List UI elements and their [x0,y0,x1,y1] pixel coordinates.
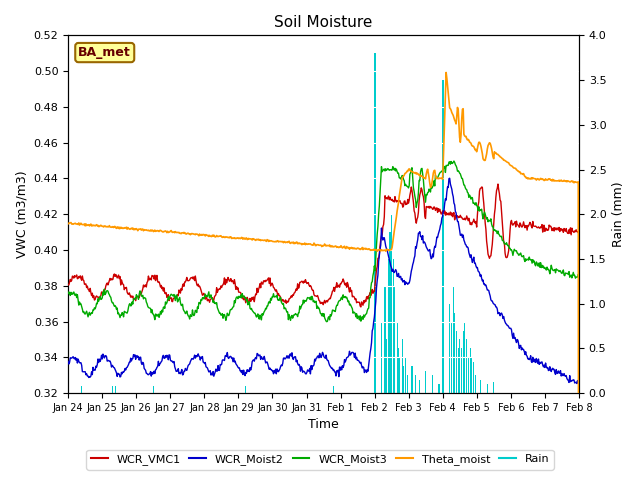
WCR_Moist3 [401,183,409,189]
WCR_Moist2 [178,367,186,372]
Y-axis label: VWC (m3/m3): VWC (m3/m3) [15,170,28,258]
Bar [405,357,406,393]
Bar [493,383,494,393]
WCR_Moist2 [126,360,134,365]
Bar [461,348,462,393]
WCR_VMC1 [74,276,81,282]
Bar [111,386,113,393]
Theta_moist [205,234,212,240]
WCR_VMC1 [178,288,186,293]
WCR_VMC1 [575,229,583,235]
Bar [425,371,426,393]
WCR_Moist3 [126,301,134,307]
Bar [115,386,116,393]
Bar [374,53,376,393]
WCR_Moist2 [205,369,212,375]
WCR_Moist2 [573,381,580,386]
X-axis label: Time: Time [308,419,339,432]
WCR_VMC1 [357,304,365,310]
Bar [153,386,154,393]
Bar [333,386,334,393]
WCR_Moist2 [74,360,81,366]
WCR_Moist3 [323,319,331,324]
Theta_moist [74,221,81,227]
Bar [470,348,471,393]
Bar [391,214,392,393]
WCR_VMC1 [386,194,394,200]
Line: WCR_VMC1: WCR_VMC1 [68,184,579,307]
Bar [459,339,460,393]
Bar [443,80,444,393]
Theta_moist [385,247,393,253]
Bar [438,384,440,393]
WCR_Moist2 [64,359,72,364]
WCR_Moist2 [446,175,454,181]
WCR_Moist3 [575,273,583,279]
Bar [415,375,416,393]
Title: Soil Moisture: Soil Moisture [275,15,372,30]
Bar [432,375,433,393]
Bar [452,286,454,393]
Bar [403,366,404,393]
Theta_moist [178,230,186,236]
WCR_Moist2 [401,277,408,283]
Bar [406,375,408,393]
Bar [386,339,387,393]
Line: WCR_Moist3: WCR_Moist3 [68,161,579,322]
Bar [244,386,246,393]
Bar [394,286,396,393]
Bar [393,259,394,393]
WCR_Moist3 [74,292,81,298]
Bar [471,357,472,393]
Theta_moist [401,172,408,178]
Bar [451,322,452,393]
Bar [472,362,474,393]
Theta_moist [126,227,134,232]
Line: Theta_moist: Theta_moist [68,72,579,480]
WCR_VMC1 [126,292,134,298]
Bar [374,53,375,393]
Text: BA_met: BA_met [78,46,131,59]
WCR_VMC1 [64,282,72,288]
Theta_moist [64,221,72,227]
WCR_VMC1 [494,181,502,187]
WCR_Moist2 [385,256,393,262]
Bar [399,357,401,393]
WCR_Moist3 [386,167,394,173]
Bar [464,322,465,393]
Bar [475,375,476,393]
Line: WCR_Moist2: WCR_Moist2 [68,178,579,384]
Bar [487,384,488,393]
Bar [466,339,467,393]
WCR_Moist3 [64,290,72,296]
Bar [81,386,82,393]
Bar [442,80,443,393]
WCR_VMC1 [205,297,212,303]
Bar [398,348,399,393]
Bar [388,259,389,393]
WCR_Moist2 [575,380,583,386]
Bar [401,339,403,393]
Bar [454,312,455,393]
Bar [463,331,464,393]
WCR_VMC1 [401,198,409,204]
Bar [381,322,382,393]
Bar [412,366,413,393]
WCR_Moist3 [450,158,458,164]
Bar [458,348,459,393]
WCR_Moist3 [178,303,186,309]
Bar [419,380,420,393]
Bar [449,304,450,393]
Bar [480,380,481,393]
WCR_Moist3 [205,289,212,295]
Theta_moist [442,70,450,75]
Y-axis label: Rain (mm): Rain (mm) [612,181,625,247]
Legend: WCR_VMC1, WCR_Moist2, WCR_Moist3, Theta_moist, Rain: WCR_VMC1, WCR_Moist2, WCR_Moist3, Theta_… [86,450,554,469]
